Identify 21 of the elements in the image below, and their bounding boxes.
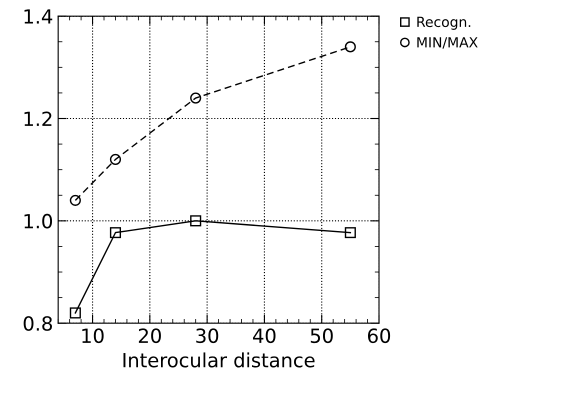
y-tick-label: 1.4 xyxy=(24,9,52,24)
point xyxy=(190,215,202,226)
x-tick-label: 60 xyxy=(368,328,390,344)
legend-label: Recogn. xyxy=(417,16,470,30)
point xyxy=(344,41,356,52)
x-tick-label: 10 xyxy=(82,328,104,344)
y-tick-label: 0.8 xyxy=(24,316,52,331)
point xyxy=(70,307,81,319)
point xyxy=(190,92,202,104)
x-tick-label: 50 xyxy=(310,328,333,344)
point xyxy=(110,227,122,238)
x-tick-label: 30 xyxy=(196,328,218,344)
y-tick-label: 1.0 xyxy=(24,214,52,229)
x-tick-label: 20 xyxy=(138,328,161,344)
point xyxy=(110,154,122,165)
legend-label: MIN/MAX xyxy=(417,37,478,49)
point xyxy=(344,227,356,238)
x-axis-title: Interocular distance xyxy=(124,352,315,368)
y-tick-label: 1.2 xyxy=(24,111,52,126)
x-tick-label: 40 xyxy=(253,328,276,344)
point xyxy=(70,194,81,206)
